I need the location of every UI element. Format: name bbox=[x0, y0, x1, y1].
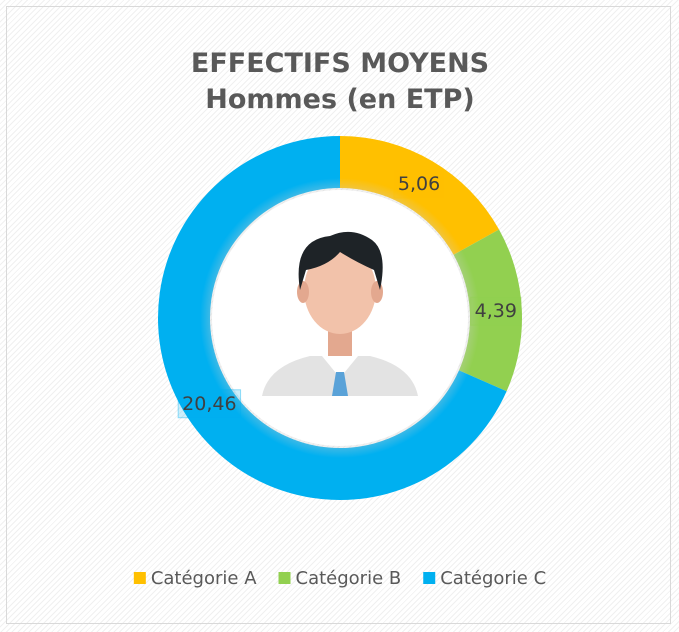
legend-swatch bbox=[279, 572, 291, 584]
legend-swatch bbox=[423, 572, 435, 584]
chart: 5,064,3920,46Catégorie ACatégorie BCatég… bbox=[0, 0, 679, 632]
legend: Catégorie A Catégorie B Catégorie C bbox=[134, 568, 546, 589]
chart-area: EFFECTIFS MOYENS Hommes (en ETP) 5,064,3… bbox=[0, 0, 679, 632]
data-label-text: 4,39 bbox=[475, 300, 517, 322]
legend-label: Catégorie B bbox=[296, 568, 402, 589]
legend-label: Catégorie C bbox=[440, 568, 546, 589]
data-label-text: 5,06 bbox=[398, 173, 440, 195]
data-label: 5,06 bbox=[394, 170, 444, 198]
data-label-text: 20,46 bbox=[182, 393, 236, 415]
legend-label: Catégorie A bbox=[151, 568, 257, 589]
legend-swatch bbox=[134, 572, 146, 584]
data-label: 4,39 bbox=[471, 297, 521, 325]
data-label: 20,46 bbox=[178, 390, 240, 418]
